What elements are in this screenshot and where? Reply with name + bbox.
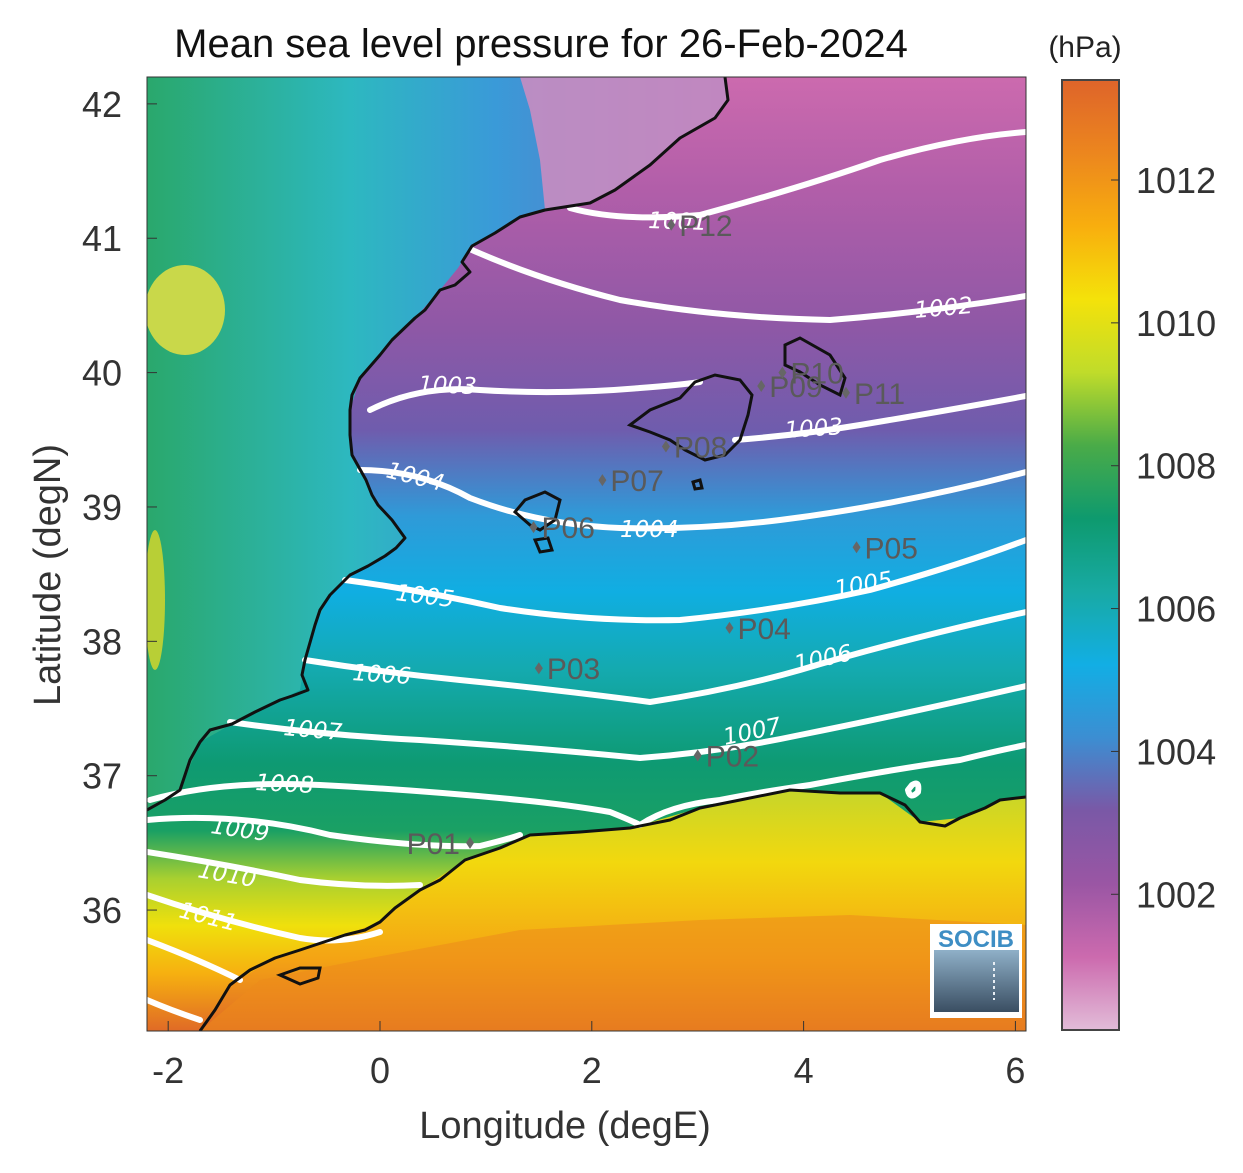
point-marker bbox=[725, 621, 734, 634]
lon-tick-label: 2 bbox=[582, 1050, 602, 1091]
colorbar-tick-label: 1002 bbox=[1136, 874, 1216, 915]
isobar-1003-east bbox=[732, 393, 1026, 443]
point-marker bbox=[466, 836, 475, 849]
point-label: P07 bbox=[610, 465, 663, 498]
isobar-1001 bbox=[567, 129, 1026, 221]
point-label: P10 bbox=[790, 358, 843, 391]
isobar-1006 bbox=[302, 609, 1026, 705]
socib-logo-text: SOCIB bbox=[938, 926, 1014, 953]
central-highland-field bbox=[147, 265, 225, 355]
isobar-1009 bbox=[147, 814, 523, 850]
lat-tick-label: 37 bbox=[82, 756, 122, 797]
point-label: P05 bbox=[865, 532, 918, 565]
menorca-coastline bbox=[783, 336, 847, 398]
isobar-1012 bbox=[147, 937, 243, 983]
isobar-1011 bbox=[147, 892, 383, 944]
lon-tick-label: 0 bbox=[370, 1050, 390, 1091]
point-marker bbox=[598, 474, 607, 487]
chart-title: Mean sea level pressure for 26-Feb-2024 bbox=[174, 22, 908, 66]
latitude-ticks: 36 37 38 39 40 41 42 bbox=[82, 84, 157, 931]
lat-tick-label: 42 bbox=[82, 84, 122, 125]
point-marker bbox=[693, 749, 702, 762]
africa-coastline bbox=[198, 788, 1026, 1031]
point-marker bbox=[661, 440, 670, 453]
iberia-land-field bbox=[147, 77, 728, 810]
map-frame bbox=[146, 76, 1027, 1032]
map-panel: 1001 1002 1003 1003 1004 1004 1005 1005 … bbox=[147, 77, 1026, 1031]
west-highland-field bbox=[147, 530, 165, 670]
cabrera-coastline bbox=[691, 478, 704, 491]
contour-label: 1008 bbox=[255, 770, 315, 799]
y-axis-label: Latitude (degN) bbox=[27, 444, 69, 706]
lat-tick-label: 38 bbox=[82, 621, 122, 662]
point-label: P04 bbox=[737, 613, 790, 646]
north-land-field bbox=[520, 77, 728, 210]
isobar-1007 bbox=[227, 683, 1026, 761]
point-label: P09 bbox=[769, 371, 822, 404]
point-marker bbox=[778, 366, 787, 379]
lon-tick-label: 6 bbox=[1005, 1050, 1025, 1091]
coastlines bbox=[147, 77, 1026, 1031]
point-marker bbox=[534, 662, 543, 675]
colorbar-tick-label: 1006 bbox=[1136, 589, 1216, 630]
contour-label: 1002 bbox=[913, 293, 974, 324]
point-label: P01 bbox=[407, 828, 460, 861]
point-marker bbox=[757, 380, 766, 393]
colorbar-tick-label: 1008 bbox=[1136, 446, 1216, 487]
lat-tick-label: 39 bbox=[82, 487, 122, 528]
lat-tick-label: 36 bbox=[82, 890, 122, 931]
isobar-1002 bbox=[469, 247, 1026, 323]
isobar-1005 bbox=[342, 537, 1026, 624]
isobar-1004 bbox=[357, 467, 1026, 532]
lat-tick-label: 41 bbox=[82, 218, 122, 259]
lon-tick-label: -2 bbox=[152, 1050, 184, 1091]
alboran-island-coastline bbox=[275, 966, 322, 986]
iberia-coastline bbox=[147, 77, 730, 812]
point-marker bbox=[852, 541, 861, 554]
formentera-coastline bbox=[532, 536, 554, 554]
lat-tick-label: 40 bbox=[82, 353, 122, 394]
contour-label: 1003 bbox=[784, 414, 844, 444]
colorbar-ticks: 1002 1004 1006 1008 1010 1012 bbox=[1111, 160, 1216, 915]
colorbar-tick-label: 1004 bbox=[1136, 731, 1216, 772]
point-marker bbox=[667, 218, 676, 231]
point-marker bbox=[841, 386, 850, 399]
point-marker bbox=[529, 521, 538, 534]
contour-label: 1007 bbox=[282, 715, 343, 746]
isobar-1013 bbox=[147, 997, 203, 1023]
x-axis-label: Longitude (degE) bbox=[419, 1105, 711, 1147]
socib-logo: SOCIB bbox=[930, 924, 1022, 1018]
isobar-1008 bbox=[147, 742, 1026, 828]
isobar-1010 bbox=[147, 849, 423, 889]
point-label: P02 bbox=[706, 741, 759, 774]
contour-label: 1004 bbox=[620, 517, 679, 543]
contour-labels: 1001 1002 1003 1003 1004 1004 1005 1005 … bbox=[177, 208, 974, 937]
contour-label: 1006 bbox=[352, 660, 412, 690]
longitude-ticks: -2 0 2 4 6 bbox=[152, 1021, 1025, 1091]
isobars bbox=[147, 129, 1026, 1023]
point-label: P11 bbox=[854, 378, 905, 411]
point-label: P08 bbox=[674, 432, 727, 465]
contour-label: 1001 bbox=[648, 208, 707, 236]
contour-label: 1003 bbox=[418, 372, 477, 400]
socib-logo-body bbox=[934, 950, 1019, 1012]
point-label: P12 bbox=[679, 210, 732, 243]
africa-interior-field bbox=[200, 915, 1026, 1031]
mallorca-coastline bbox=[626, 373, 754, 462]
lon-tick-label: 4 bbox=[794, 1050, 814, 1091]
colorbar bbox=[1061, 79, 1120, 1031]
isobar-1003-west bbox=[367, 379, 703, 413]
isobar-loop bbox=[905, 780, 922, 799]
colorbar-unit: (hPa) bbox=[1048, 31, 1121, 64]
colorbar-tick-label: 1012 bbox=[1136, 160, 1216, 201]
point-label: P03 bbox=[547, 653, 600, 686]
point-label: P06 bbox=[542, 512, 595, 545]
colorbar-tick-label: 1010 bbox=[1136, 303, 1216, 344]
